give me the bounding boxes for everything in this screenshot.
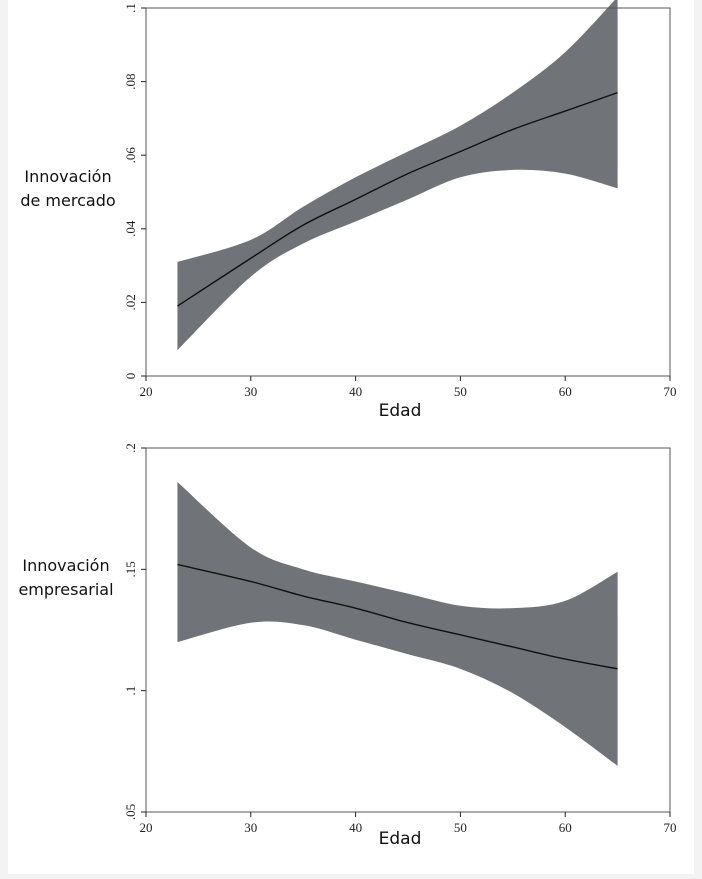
x-tick-label: 70 — [664, 820, 677, 835]
y-axis-title-line: empresarial — [18, 580, 113, 599]
chart-market-innovation: 20 30 40 50 60 70 0 .02 .04 .06 .08 .1 Edad Innovació… — [20, 0, 677, 421]
y-tick-label: .1 — [123, 686, 138, 696]
y-tick-label: .1 — [123, 3, 138, 13]
y-axis-title-line: Innovación — [24, 167, 111, 186]
confidence-band — [177, 0, 618, 351]
x-tick-label: 30 — [244, 384, 257, 399]
x-tick-label: 70 — [664, 384, 677, 399]
y-tick-label: .02 — [123, 294, 138, 310]
x-tick-label: 60 — [559, 820, 572, 835]
y-tick-label: .15 — [123, 561, 138, 577]
x-axis-title: Edad — [379, 829, 422, 849]
y-tick-label: .05 — [123, 804, 138, 820]
y-axis-title: Innovación de mercado — [20, 167, 115, 210]
x-tick-label: 20 — [140, 384, 153, 399]
x-tick-label: 40 — [349, 384, 362, 399]
x-tick-label: 40 — [349, 820, 362, 835]
plot-frame — [145, 7, 671, 377]
figure: 20 30 40 50 60 70 0 .02 .04 .06 .08 .1 Edad Innovació… — [8, 0, 694, 874]
plot-frame — [145, 447, 671, 813]
x-tick-label: 50 — [454, 820, 467, 835]
y-tick-label: .04 — [123, 220, 138, 237]
y-tick-label: .08 — [123, 73, 138, 89]
x-axis-title: Edad — [379, 401, 422, 421]
fitted-line — [177, 563, 618, 670]
x-tick-label: 30 — [244, 820, 257, 835]
chart-canvas: 20 30 40 50 60 70 0 .02 .04 .06 .08 .1 Edad Innovació… — [18, 0, 677, 849]
confidence-band — [177, 481, 618, 766]
fitted-line — [177, 91, 618, 307]
x-tick-label: 50 — [454, 384, 467, 399]
y-axis-title: Innovación empresarial — [18, 556, 113, 599]
y-tick-label: 0 — [123, 373, 138, 380]
x-tick-label: 60 — [559, 384, 572, 399]
y-axis-title-line: Innovación — [22, 556, 109, 575]
y-tick-label: .06 — [123, 147, 138, 164]
y-tick-label: .2 — [123, 443, 138, 453]
x-tick-label: 20 — [140, 820, 153, 835]
y-axis-title-line: de mercado — [20, 191, 115, 210]
chart-business-innovation: 20 30 40 50 60 70 .05 .1 .15 .2 Edad Innovación empr… — [18, 443, 676, 849]
